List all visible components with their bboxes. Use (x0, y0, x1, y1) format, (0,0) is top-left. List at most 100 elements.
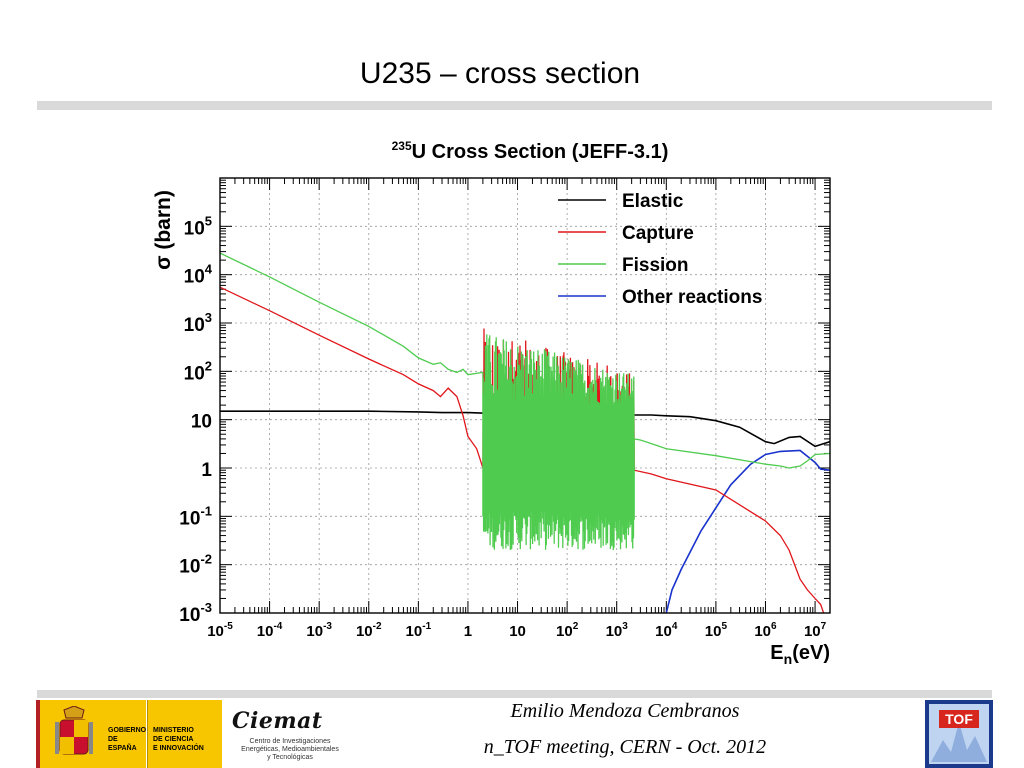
y-tick-label: 10-1 (179, 503, 212, 529)
y-tick-label-base: 10 (179, 605, 200, 626)
plot-frame (219, 177, 831, 614)
y-tick-label-base: 10 (191, 412, 212, 433)
y-tick-label-exponent: 4 (205, 262, 213, 277)
x-tick-label-base: 10 (606, 623, 623, 640)
x-tick-label-exponent: -5 (224, 621, 233, 632)
x-tick-label-base: 1 (464, 623, 472, 640)
x-tick-label-base: 10 (257, 623, 274, 640)
x-tick-label: 10-4 (257, 621, 283, 640)
coat-of-arms-icon (55, 706, 93, 755)
y-tick-label: 1 (201, 460, 212, 481)
legend-label: Elastic (622, 191, 684, 212)
x-tick-label-base: 10 (356, 623, 373, 640)
x-tick-label: 104 (655, 621, 678, 640)
x-tick-label-base: 10 (509, 623, 526, 640)
x-tick-label-base: 10 (406, 623, 423, 640)
y-tick-label-base: 1 (201, 460, 212, 481)
x-tick-label: 10-3 (306, 621, 332, 640)
x-tick-label-base: 10 (207, 623, 224, 640)
x-tick-label-base: 10 (556, 623, 573, 640)
ministerio-logo: MINISTERIO DE CIENCIA E INNOVACIÓN (147, 700, 222, 768)
cross-section-chart: 235U Cross Section (JEFF-3.1)10-5 10-4 10-… (152, 139, 831, 667)
x-tick-label: 106 (754, 621, 777, 640)
y-tick-label-base: 10 (184, 267, 205, 288)
y-tick-label-exponent: -1 (200, 503, 212, 518)
gobierno-text: GOBIERNO DE ESPAÑA (108, 726, 146, 753)
y-tick-label-exponent: 3 (205, 310, 212, 325)
title-divider (37, 101, 992, 110)
chart-title: 235U Cross Section (JEFF-3.1) (392, 139, 669, 163)
y-tick-label-base: 10 (184, 363, 205, 384)
y-tick-label-exponent: 2 (205, 358, 212, 373)
chart-legend: Elastic Capture Fission Other reactions (558, 191, 762, 308)
series-line-other-reactions (665, 449, 830, 613)
x-tick-label-exponent: 5 (721, 621, 727, 632)
chart-title-text: U Cross Section (JEFF-3.1) (412, 141, 669, 163)
x-tick-label-exponent: -3 (323, 621, 332, 632)
legend-label: Fission (622, 255, 689, 276)
series-line-elastic (220, 410, 830, 448)
x-axis-label-subscript: n (784, 651, 793, 667)
x-tick-label-base: 10 (306, 623, 323, 640)
y-tick-label: 105 (184, 213, 212, 239)
ministerio-label: MINISTERIO DE CIENCIA E INNOVACIÓN (153, 727, 204, 752)
x-axis-label: En(eV) (770, 642, 830, 667)
x-tick-label-exponent: 2 (573, 621, 579, 632)
x-tick-label: 10-2 (356, 621, 382, 640)
x-tick-label-base: 10 (804, 623, 821, 640)
x-tick-label-exponent: 6 (771, 621, 777, 632)
x-tick-label-exponent: 7 (821, 621, 827, 632)
y-tick-label-base: 10 (179, 557, 200, 578)
y-axis-label-symbol: σ (152, 250, 175, 270)
x-tick-label: 103 (606, 621, 629, 640)
y-tick-label-base: 10 (184, 218, 205, 239)
ciemat-subtitle: Centro de Investigaciones Energéticas, M… (241, 738, 339, 761)
y-axis-label: σ (barn) (152, 190, 175, 270)
x-tick-label: 10-1 (406, 621, 432, 640)
author-name: Emilio Mendoza Cembranos (510, 700, 740, 722)
x-tick-label: 1 (464, 623, 472, 640)
x-tick-label-exponent: 4 (672, 621, 678, 632)
slide-title: U235 – cross section (359, 57, 641, 90)
x-tick-label: 10-5 (207, 621, 233, 640)
x-tick-label-exponent: -4 (273, 621, 282, 632)
y-tick-label-exponent: -3 (200, 600, 212, 615)
x-tick-label: 102 (556, 621, 579, 640)
gobierno-label: GOBIERNO DE ESPAÑA (108, 727, 147, 752)
x-tick-label-exponent: 3 (622, 621, 628, 632)
x-tick-label-base: 10 (754, 623, 771, 640)
tof-logo-label: TOF (945, 711, 973, 727)
plot-area (220, 252, 830, 613)
x-axis-label-main: E (770, 642, 783, 664)
footer-divider (37, 690, 992, 698)
y-tick-label: 10-2 (179, 552, 212, 578)
meeting-info: n_TOF meeting, CERN - Oct. 2012 (483, 736, 767, 758)
y-tick-label: 102 (184, 358, 212, 384)
gobierno-logo: GOBIERNO DE ESPAÑA (36, 700, 146, 768)
y-axis-label-unit: (barn) (152, 190, 175, 250)
x-tick-label-exponent: -1 (422, 621, 431, 632)
y-tick-label: 103 (184, 310, 212, 336)
ntof-logo-icon: TOF (925, 700, 993, 768)
x-tick-label: 105 (705, 621, 728, 640)
chart-title-superscript: 235 (392, 139, 412, 153)
x-tick-label-exponent: -2 (373, 621, 382, 632)
x-tick-label: 107 (804, 621, 827, 640)
y-tick-label-base: 10 (184, 315, 205, 336)
x-tick-labels: 10-5 10-4 10-3 10-2 10-1 1 10 102 103 104 105 106 10… (207, 621, 826, 640)
x-axis-label-unit: (eV) (792, 642, 830, 664)
x-tick-label: 10 (509, 623, 526, 640)
x-tick-label-base: 10 (655, 623, 672, 640)
x-tick-label-base: 10 (705, 623, 722, 640)
series-line-fission (220, 252, 830, 551)
y-tick-label-exponent: 5 (205, 213, 212, 228)
y-tick-label: 10 (191, 412, 212, 433)
ciemat-logo: Ciemat (232, 708, 323, 734)
y-tick-label: 104 (184, 262, 213, 288)
y-tick-label-base: 10 (179, 508, 200, 529)
y-tick-label-exponent: -2 (200, 552, 212, 567)
flag-band (36, 700, 40, 768)
legend-label: Capture (622, 223, 694, 244)
y-tick-label: 10-3 (179, 600, 212, 626)
